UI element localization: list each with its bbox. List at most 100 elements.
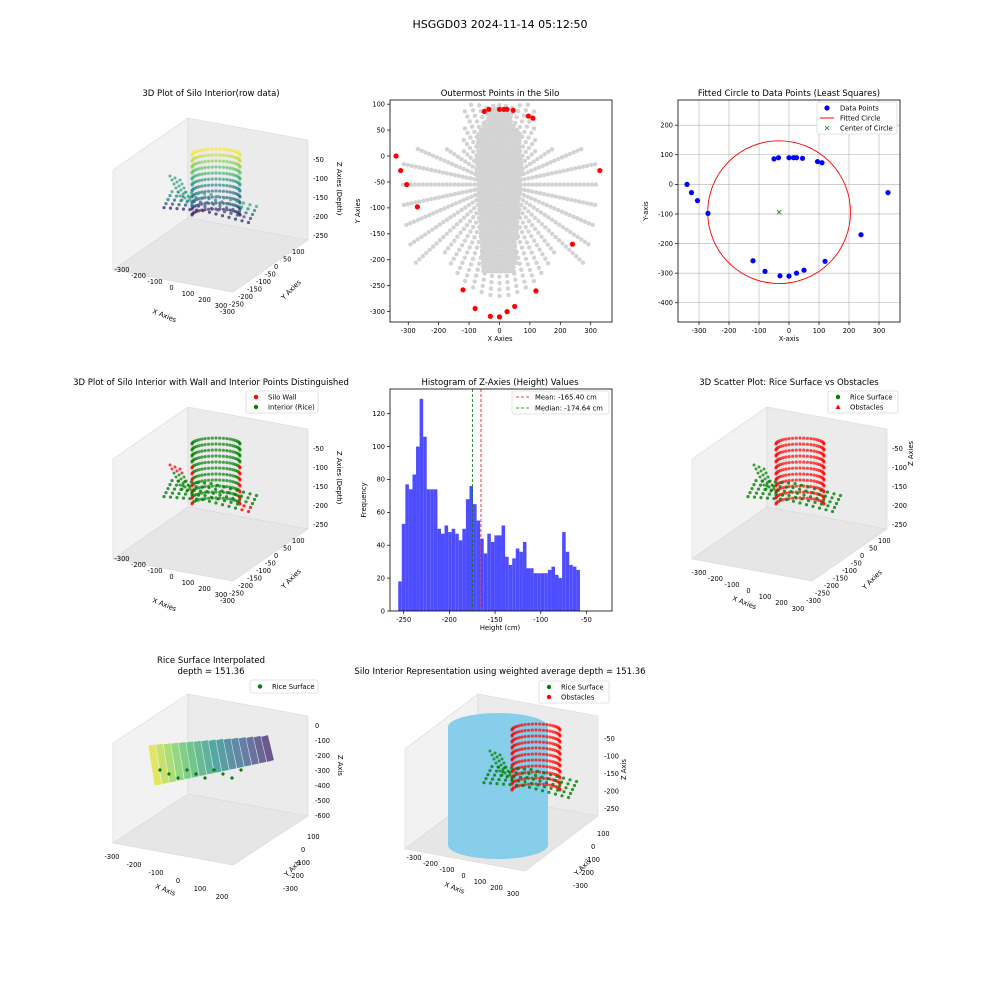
scan-point (427, 212, 432, 218)
cloud-point (817, 498, 822, 503)
cloud-point (534, 722, 538, 726)
scan-point (455, 234, 460, 239)
x-tick-label: -200 (442, 616, 457, 624)
scan-point (512, 243, 518, 249)
cloud-point (231, 155, 235, 159)
cloud-point (815, 444, 819, 448)
cloud-point (534, 764, 538, 768)
cloud-point (225, 148, 229, 152)
cloud-point (183, 203, 188, 207)
cloud-point (568, 791, 573, 796)
cloud-point (203, 172, 207, 176)
cloud-point (228, 487, 233, 491)
cloud-point (545, 759, 549, 763)
cloud-point (206, 496, 211, 500)
scan-point (464, 222, 470, 228)
scan-point (508, 119, 514, 125)
cloud-point (203, 494, 207, 498)
scan-point (444, 217, 450, 223)
cloud-point (534, 758, 538, 762)
cloud-point (206, 183, 211, 187)
scan-point (470, 108, 476, 113)
cloud-point (225, 437, 229, 441)
scan-point (457, 247, 462, 252)
cloud-point (233, 444, 238, 449)
cloud-point (756, 471, 760, 475)
cloud-point (553, 784, 558, 789)
cloud-point (198, 200, 203, 204)
scan-point (464, 189, 469, 194)
scan-point (531, 126, 537, 131)
scan-point (497, 274, 502, 279)
cloud-point (225, 172, 229, 176)
cloud-point (774, 484, 778, 488)
cloud-point (210, 460, 214, 464)
cloud-point (172, 471, 176, 475)
cloud-point (798, 442, 802, 446)
z-axis-label: Z Axies (907, 440, 915, 466)
cloud-point (197, 161, 201, 165)
cloud-point (817, 506, 822, 510)
panel-histogram: Histogram of Z-Axies (Height) Values -25… (360, 378, 613, 632)
cloud-point (222, 485, 226, 489)
tick-label: -100 (892, 464, 907, 472)
cloud-point (815, 486, 819, 490)
scan-point (458, 218, 463, 224)
cloud-point (530, 752, 534, 756)
cloud-point (214, 460, 218, 464)
cloud-point (211, 491, 216, 495)
tick-label: -300 (220, 597, 235, 605)
cloud-point (225, 455, 229, 459)
cloud-point (220, 489, 224, 493)
cloud-point (206, 436, 211, 440)
scan-point (537, 191, 543, 196)
cloud-point (228, 172, 232, 176)
surface-strip (261, 735, 274, 762)
cloud-point (214, 490, 218, 494)
scan-point (434, 209, 440, 214)
cloud-point (802, 448, 806, 452)
cloud-point (224, 206, 229, 210)
cloud-point (523, 765, 527, 769)
cloud-point (496, 765, 500, 769)
scan-point (512, 248, 518, 253)
cloud-point (228, 449, 232, 453)
cloud-point (175, 180, 179, 184)
tick-label: -200 (423, 860, 438, 868)
cloud-point (172, 487, 177, 491)
tick-label: -150 (247, 575, 262, 583)
scan-point (448, 182, 453, 187)
cloud-point (516, 767, 520, 771)
cloud-point (802, 442, 806, 446)
cloud-point (228, 455, 232, 459)
scan-point (538, 182, 543, 187)
cloud-point (173, 176, 177, 180)
cloud-point (559, 780, 564, 784)
legend: Rice Surface (249, 679, 319, 694)
cloud-point (808, 495, 813, 499)
scan-point (540, 252, 545, 257)
cloud-point (237, 498, 242, 502)
scan-point (472, 182, 477, 187)
cloud-point (200, 467, 204, 471)
cloud-point (790, 436, 795, 440)
panel-title: 3D Plot of Silo Interior with Wall and I… (73, 378, 349, 388)
scan-point (454, 252, 459, 257)
scan-point (448, 171, 454, 177)
cloud-point (203, 190, 207, 194)
cloud-point (555, 774, 559, 779)
cloud-point (233, 161, 238, 166)
cloud-point (774, 491, 778, 495)
cloud-point (794, 484, 798, 488)
scan-point (582, 239, 588, 245)
scan-point (514, 227, 519, 232)
cloud-point (520, 723, 524, 727)
cloud-point (226, 202, 231, 206)
cloud-point (166, 487, 170, 491)
cloud-point (197, 474, 201, 478)
cloud-point (551, 782, 555, 787)
cloud-point (774, 454, 778, 458)
cloud-point (172, 182, 176, 186)
scan-point (536, 265, 542, 271)
